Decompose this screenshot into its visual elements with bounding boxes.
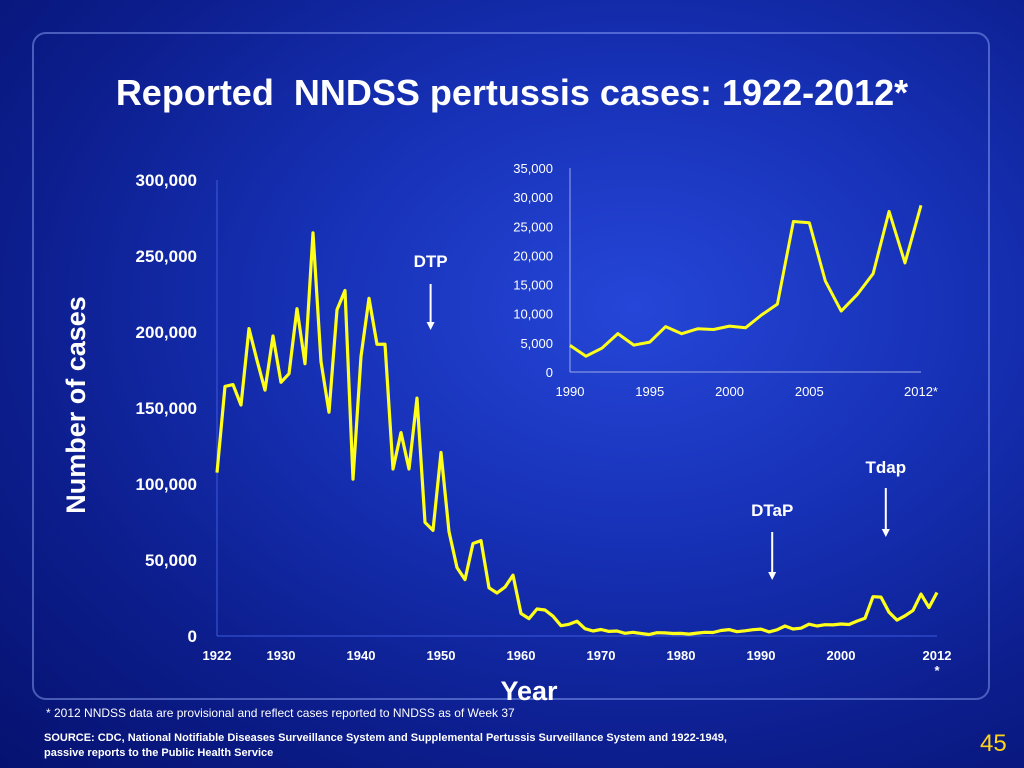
tdap-arrow-head xyxy=(881,529,890,537)
slide-title: Reported NNDSS pertussis cases: 1922-201… xyxy=(115,72,909,113)
dtp-annotation-label: DTP xyxy=(414,252,448,271)
slide-frame xyxy=(32,32,990,700)
main-y-tick-label: 50,000 xyxy=(145,551,197,570)
tdap-annotation-label: Tdap xyxy=(865,458,906,477)
slide-number: 45 xyxy=(980,730,1007,757)
inset-y-tick-label: 0 xyxy=(546,365,553,380)
main-series-line xyxy=(215,231,939,637)
main-x-tick-label: 1970 xyxy=(587,648,616,663)
inset-y-tick-label: 25,000 xyxy=(513,219,553,234)
main-chart: 0 50,000 100,000 150,000 200,000 250,000 300,0… xyxy=(61,171,951,706)
main-x-tick-note: * xyxy=(934,663,940,678)
dtp-arrow-head xyxy=(426,322,435,330)
source-line-2: passive reports to the Public Health Ser… xyxy=(44,747,274,759)
inset-chart: 0 5,000 10,000 15,000 20,000 25,000 30,000 35,0… xyxy=(513,161,938,399)
main-x-tick-label: 2012 xyxy=(923,648,952,663)
main-x-tick-label: 1922 xyxy=(203,648,232,663)
source-note: SOURCE: CDC, National Notifiable Disease… xyxy=(44,731,884,761)
inset-x-tick-label: 2012* xyxy=(904,384,938,399)
main-y-tick-label: 250,000 xyxy=(136,247,197,266)
main-x-tick-label: 2000 xyxy=(827,648,856,663)
inset-y-tick-label: 15,000 xyxy=(513,278,553,293)
main-x-tick-label: 1990 xyxy=(747,648,776,663)
main-x-tick-label: 1960 xyxy=(507,648,536,663)
main-y-tick-label: 200,000 xyxy=(136,323,197,342)
main-x-tick-label: 1940 xyxy=(347,648,376,663)
inset-y-tick-label: 30,000 xyxy=(513,190,553,205)
y-axis-title: Number of cases xyxy=(61,296,91,514)
x-axis-title: Year xyxy=(500,676,558,706)
inset-y-tick-label: 10,000 xyxy=(513,307,553,322)
main-y-tick-label: 300,000 xyxy=(136,171,197,190)
footnote: * 2012 NNDSS data are provisional and re… xyxy=(46,706,515,720)
main-x-tick-label: 1930 xyxy=(267,648,296,663)
main-y-tick-label: 0 xyxy=(188,627,197,646)
chart-annotations: DTP DTaP Tdap xyxy=(414,252,906,580)
inset-x-tick-label: 1990 xyxy=(556,384,585,399)
main-y-tick-label: 150,000 xyxy=(136,399,197,418)
dtap-annotation-label: DTaP xyxy=(751,501,793,520)
inset-x-tick-label: 1995 xyxy=(635,384,664,399)
inset-x-tick-label: 2000 xyxy=(715,384,744,399)
source-line-1: SOURCE: CDC, National Notifiable Disease… xyxy=(44,732,727,744)
main-x-tick-label: 1980 xyxy=(667,648,696,663)
inset-y-tick-label: 35,000 xyxy=(513,161,553,176)
inset-y-tick-label: 5,000 xyxy=(520,336,553,351)
inset-y-tick-label: 20,000 xyxy=(513,248,553,263)
inset-series-line xyxy=(569,204,923,358)
dtap-arrow-head xyxy=(768,572,777,580)
main-x-tick-label: 1950 xyxy=(427,648,456,663)
main-y-tick-label: 100,000 xyxy=(136,475,197,494)
inset-x-tick-label: 2005 xyxy=(795,384,824,399)
